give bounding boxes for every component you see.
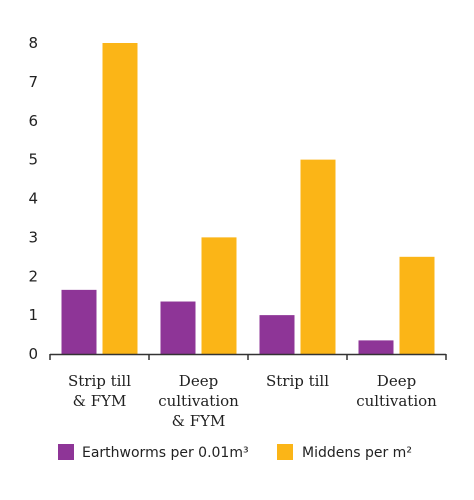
category-label-line: Deep bbox=[377, 372, 416, 390]
category-label-line: & FYM bbox=[172, 412, 226, 430]
bar-earthworms bbox=[358, 340, 394, 354]
legend: Earthworms per 0.01m³ Middens per m² bbox=[58, 444, 412, 461]
bar-earthworms bbox=[61, 289, 97, 354]
bar-middens bbox=[102, 43, 138, 354]
category-label: Deep cultivation bbox=[356, 372, 437, 410]
y-tick-label: 6 bbox=[28, 112, 38, 130]
y-axis-ticks: 0 1 2 3 4 5 6 7 8 bbox=[28, 34, 38, 363]
legend-label: Middens per m² bbox=[302, 445, 412, 461]
x-axis-ticks bbox=[49, 354, 447, 360]
bar-earthworms bbox=[160, 301, 196, 354]
legend-label: Earthworms per 0.01m³ bbox=[82, 445, 249, 461]
y-tick-label: 2 bbox=[28, 267, 38, 285]
category-label: Strip till & FYM bbox=[68, 372, 131, 410]
legend-swatch bbox=[58, 444, 74, 460]
category-label-line: cultivation bbox=[158, 392, 239, 410]
y-tick-label: 7 bbox=[28, 73, 38, 91]
category-label: Deep cultivation & FYM bbox=[158, 372, 239, 430]
bar-middens bbox=[399, 256, 435, 354]
bars bbox=[61, 43, 435, 354]
category-label-line: & FYM bbox=[73, 392, 127, 410]
bar-middens bbox=[300, 159, 336, 354]
y-tick-label: 5 bbox=[28, 151, 38, 169]
bar-earthworms bbox=[259, 315, 295, 354]
category-label-line: cultivation bbox=[356, 392, 437, 410]
y-tick-label: 3 bbox=[28, 228, 38, 246]
category-label-line: Strip till bbox=[266, 372, 329, 390]
category-label: Strip till bbox=[266, 372, 329, 390]
y-tick-label: 1 bbox=[28, 306, 38, 324]
category-label-line: Deep bbox=[179, 372, 218, 390]
bar-middens bbox=[201, 237, 237, 354]
legend-swatch bbox=[277, 444, 293, 460]
category-label-line: Strip till bbox=[68, 372, 131, 390]
y-tick-label: 4 bbox=[28, 190, 38, 208]
y-tick-label: 8 bbox=[28, 34, 38, 52]
y-tick-label: 0 bbox=[28, 345, 38, 363]
